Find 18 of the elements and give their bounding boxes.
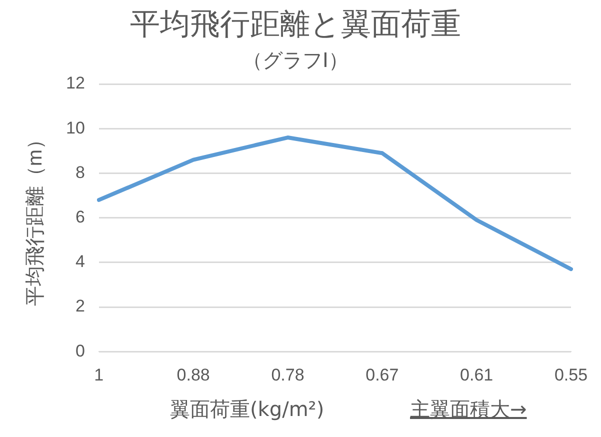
chart-title: 平均飛行距離と翼面荷重 [130, 6, 461, 42]
y-tick-label: 0 [75, 341, 85, 360]
y-tick-label: 4 [75, 252, 85, 272]
y-tick-label: 6 [75, 207, 85, 226]
x-tick-label: 0.55 [554, 365, 588, 384]
x-tick-label: 0.78 [271, 365, 304, 384]
y-tick-label: 10 [66, 118, 85, 138]
x-tick-label: 0.67 [366, 365, 399, 384]
text: 主翼面積大→ [410, 396, 527, 423]
x-tick-label: 0.88 [176, 365, 210, 384]
y-axis-title: 平均飛行距離（m） [24, 129, 47, 306]
y-tick-label: 8 [75, 162, 85, 182]
x-axis-title: 翼面荷重(kg/m²) [170, 396, 324, 423]
chart-subtitle: （グラフⅠ） [242, 48, 348, 72]
y-tick-label: 2 [75, 296, 85, 316]
y-tick-label: 12 [66, 74, 85, 93]
x-tick-label: 1 [94, 365, 104, 384]
x-tick-label: 0.61 [460, 365, 494, 384]
